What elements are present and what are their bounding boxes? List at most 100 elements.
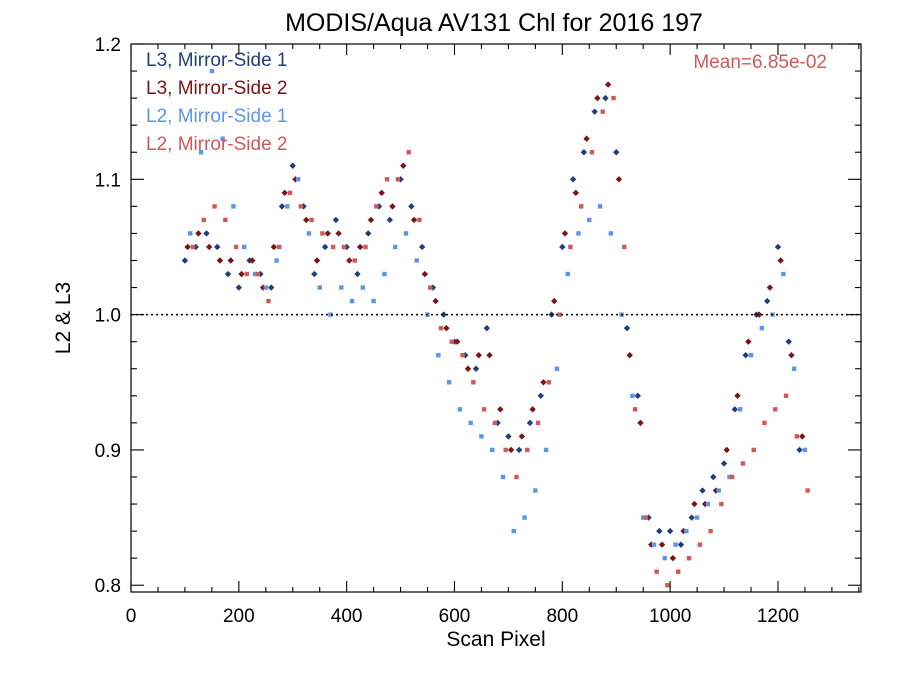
data-point xyxy=(223,217,228,223)
data-point xyxy=(278,203,286,210)
data-point xyxy=(705,501,711,507)
data-point xyxy=(201,217,206,223)
data-point xyxy=(623,324,631,332)
data-point xyxy=(492,420,498,426)
data-point xyxy=(386,216,393,224)
data-point xyxy=(339,285,344,290)
data-point xyxy=(796,446,803,454)
tick-labels: 0 200 400 600 800 1000 1200 0.8 0.9 1.0 1.1 1.2 xyxy=(95,35,800,627)
data-point xyxy=(580,149,588,156)
y-axis-label: L2 & L3 xyxy=(52,282,75,354)
data-point xyxy=(742,352,749,359)
data-point xyxy=(559,243,566,251)
data-point xyxy=(324,230,331,237)
data-point xyxy=(802,447,808,453)
data-point xyxy=(287,190,293,196)
data-point xyxy=(762,420,767,426)
data-point xyxy=(587,217,592,223)
data-point xyxy=(190,244,196,250)
data-point xyxy=(277,244,282,250)
data-point xyxy=(354,270,361,278)
data-point xyxy=(611,95,616,101)
data-point xyxy=(686,555,692,561)
plot-area xyxy=(181,68,810,588)
data-point xyxy=(303,216,310,224)
data-point xyxy=(654,569,659,574)
data-point xyxy=(634,392,641,400)
data-point xyxy=(630,393,635,399)
data-point xyxy=(356,243,364,251)
x-tick-label: 1000 xyxy=(649,606,691,627)
data-point xyxy=(643,515,649,520)
data-point xyxy=(365,230,372,237)
data-point xyxy=(546,380,552,385)
data-point xyxy=(320,231,325,236)
data-point xyxy=(533,488,538,493)
data-point xyxy=(774,243,782,251)
data-point xyxy=(205,243,213,251)
data-point xyxy=(597,204,603,209)
data-point xyxy=(640,515,646,520)
data-point xyxy=(608,231,614,236)
data-point xyxy=(235,284,243,291)
data-point xyxy=(677,541,685,548)
data-point xyxy=(384,177,390,182)
data-point xyxy=(198,150,204,155)
data-point xyxy=(446,380,452,385)
data-point xyxy=(382,271,387,277)
data-point xyxy=(481,407,487,412)
data-point xyxy=(460,353,465,358)
x-tick-label: 800 xyxy=(546,606,578,627)
data-point xyxy=(604,81,612,88)
data-point xyxy=(298,204,304,209)
data-point xyxy=(252,271,258,277)
data-point xyxy=(266,298,271,304)
legend: L3, Mirror-Side 1 L3, Mirror-Side 2 L2, Mi… xyxy=(146,50,288,155)
data-point xyxy=(332,216,340,224)
chart-title: MODIS/Aqua AV131 Chl for 2016 197 xyxy=(285,9,703,37)
data-point xyxy=(289,162,296,169)
data-point xyxy=(263,285,268,290)
data-point xyxy=(490,447,495,453)
data-point xyxy=(773,407,778,412)
data-point xyxy=(763,297,771,305)
data-point xyxy=(403,231,409,236)
data-point xyxy=(745,338,752,345)
data-point xyxy=(740,461,746,466)
data-point xyxy=(729,474,735,480)
data-point xyxy=(719,501,724,507)
data-point xyxy=(755,311,763,318)
data-point xyxy=(529,406,536,413)
data-point xyxy=(734,392,741,400)
x-axis-label: Scan Pixel xyxy=(446,628,545,651)
data-point xyxy=(576,231,581,236)
data-point xyxy=(371,298,376,304)
data-point xyxy=(410,216,418,224)
mean-annotation: Mean=6.85e-02 xyxy=(693,52,827,73)
data-point xyxy=(669,554,677,562)
data-point xyxy=(417,217,422,223)
data-point xyxy=(694,515,700,520)
data-point xyxy=(708,528,713,534)
data-point xyxy=(471,380,476,385)
data-point xyxy=(791,366,797,371)
series-1 xyxy=(181,94,803,548)
data-point xyxy=(374,204,379,209)
data-point xyxy=(421,270,429,278)
x-tick-label: 1200 xyxy=(757,606,799,627)
data-point xyxy=(352,258,357,263)
data-point xyxy=(468,420,473,426)
data-point xyxy=(622,244,627,250)
data-point xyxy=(378,189,385,197)
data-point xyxy=(270,243,278,251)
data-point xyxy=(505,433,512,440)
data-point xyxy=(525,447,530,453)
data-point xyxy=(658,541,666,548)
data-point xyxy=(367,216,375,224)
data-point xyxy=(242,244,247,250)
data-point xyxy=(212,204,217,209)
data-point xyxy=(195,230,202,237)
legend-entry-1: L3, Mirror-Side 1 xyxy=(146,50,288,71)
data-point xyxy=(583,135,590,142)
y-tick-label: 0.8 xyxy=(95,576,121,597)
